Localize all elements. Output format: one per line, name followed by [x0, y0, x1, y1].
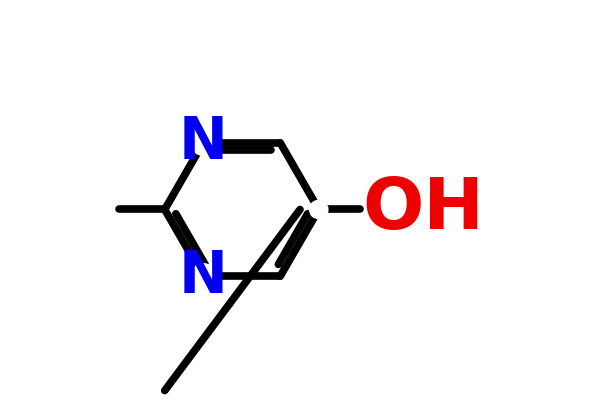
- Circle shape: [191, 130, 216, 155]
- Circle shape: [310, 200, 328, 219]
- Text: N: N: [179, 114, 227, 171]
- Text: N: N: [179, 248, 227, 305]
- Text: OH: OH: [362, 175, 484, 244]
- Circle shape: [191, 264, 216, 289]
